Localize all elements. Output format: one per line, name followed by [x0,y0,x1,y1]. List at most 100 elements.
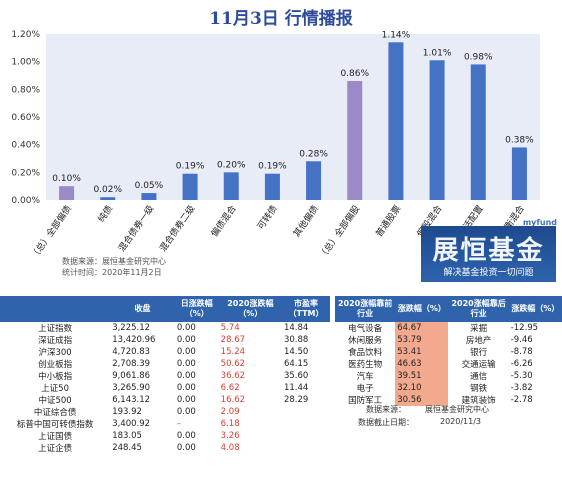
table-cell: 193.92 [112,407,142,417]
y-tick-label: 0.80% [11,85,40,95]
table-cell: 上证国债 [38,432,73,442]
bar [100,197,116,200]
table-cell: 28.67 [220,335,246,345]
page-title: 11月3日 行情播报 [209,9,353,29]
table-row: 国防军工 30.56 建筑装饰 -2.78 [335,394,562,406]
table-cell: 上证50 [41,384,69,394]
y-tick-label: 1.20% [11,30,40,40]
table-cell: 上证企债 [38,444,73,454]
table-cell: 上证指数 [38,324,73,334]
table-cell: 183.05 [112,431,142,441]
bar [347,81,363,200]
table-row: 汽车 39.51 通信 -5.30 [335,370,562,382]
bar [223,172,239,200]
category-label: 可转债 [255,203,280,232]
bar [141,193,157,200]
table-cell: -8.78 [510,347,533,357]
category-label: （总）全部偏债 [28,203,74,262]
bar [511,147,527,200]
table-cell: 3,400.92 [112,419,151,429]
table-cell: 0.00 [176,431,196,441]
bar [59,186,75,200]
table-cell: 休闲服务 [348,336,383,346]
table-cell: 53.41 [395,346,449,358]
category-label: 普通股票 [373,203,403,239]
table-cell: 248.45 [112,443,142,453]
table-cell: -3.82 [510,383,533,393]
bar [470,64,486,200]
table-cell: 30.56 [395,394,449,406]
brand-name: 展恒基金 [432,236,545,266]
table-cell: 64.15 [283,359,309,369]
table-cell: 电子 [356,384,374,394]
table-cell: 交通运输 [461,360,496,370]
table-row: 电子 32.10 钢铁 -3.82 [335,382,562,394]
table-row: 标普中国可转债指数 3,400.92 – 6.18 [0,418,330,430]
table-cell: -9.46 [510,335,533,345]
table-cell: 3,265.90 [112,383,151,393]
data-label: 0.38% [505,135,534,145]
table-row: 上证指数 3,225.12 0.00 5.74 14.84 [0,322,330,334]
table-cell: 3,225.12 [112,323,151,333]
table-cell: 14.50 [283,347,309,357]
table-cell: 电气设备 [348,324,383,334]
table-cell: 6,143.12 [112,395,151,405]
table-cell: 2,708.39 [112,359,151,369]
column-header: 涨跌幅（%） [395,296,449,322]
data-label: 0.10% [52,174,81,184]
bar [429,60,445,201]
table-cell: 0.00 [176,443,196,453]
table-cell [282,430,330,442]
data-label: 0.28% [299,149,328,159]
table-cell [282,406,330,418]
table-date-label: 数据截止日期： [358,418,414,427]
table-cell: 36.62 [220,371,246,381]
table-cell: 深证成指 [38,336,73,346]
brand-myfund: myfund [522,218,557,227]
table-cell: 食品饮料 [348,348,383,358]
bar [306,161,322,200]
bar [264,173,280,200]
data-label: 0.19% [176,162,205,172]
table-cell: 中小板指 [38,372,73,382]
bar-chart: 0.00% 0.20% 0.40% 0.60% 0.80% 1.00% 1.20% 0.10%… [11,30,540,262]
table-cell: 9,061.86 [112,371,151,381]
table-cell: 6.18 [220,419,240,429]
category-label: 混合债券一级 [116,203,157,254]
column-header: 市盈率 （TTM） [281,296,330,322]
table-cell: 5.74 [220,323,240,333]
table-cell: 0.00 [176,347,196,357]
table-cell: 房地产 [465,336,492,346]
data-label: 0.98% [464,52,493,62]
table-cell: -2.78 [510,395,533,405]
table-row: 电气设备 64.67 采掘 -12.95 [335,322,562,334]
table-cell: 0.00 [176,359,196,369]
table-cell: 13,420.96 [112,335,156,345]
data-label: 1.01% [423,48,452,58]
table-cell [282,442,330,454]
data-label: 0.02% [93,185,122,195]
y-tick-label: 0.00% [11,196,40,206]
table-cell [282,418,330,430]
table-cell: 4,720.83 [112,347,151,357]
table-cell: 28.29 [283,395,309,405]
table-row: 食品饮料 53.41 银行 -8.78 [335,346,562,358]
index-table: 收盘 日涨跌幅 （%） 2020涨跌幅 （%） 市盈率 （TTM） 上证指数 3,225.12… [0,296,330,454]
table-cell: 11.44 [283,383,309,393]
table-cell: 14.84 [283,323,309,333]
table-cell: 15.24 [220,347,246,357]
table-row: 中证500 6,143.12 0.00 16.62 28.29 [0,394,330,406]
table-row: 沪深300 4,720.83 0.00 15.24 14.50 [0,346,330,358]
category-label: 其他偏债 [291,203,321,239]
table-cell: 16.62 [220,395,246,405]
table-cell: 0.00 [176,371,196,381]
data-label: 0.19% [258,162,287,172]
table-cell: 创业板指 [38,360,73,370]
table-cell: -5.30 [510,371,533,381]
column-header: 日涨跌幅 （%） [174,296,219,322]
table-cell: 银行 [470,348,488,358]
table-cell: 采掘 [470,324,488,334]
table-cell: 53.79 [395,334,449,346]
y-tick-label: 0.40% [11,141,40,151]
brand-logo: 展恒基金 解决基金投资一切问题 [421,226,556,282]
